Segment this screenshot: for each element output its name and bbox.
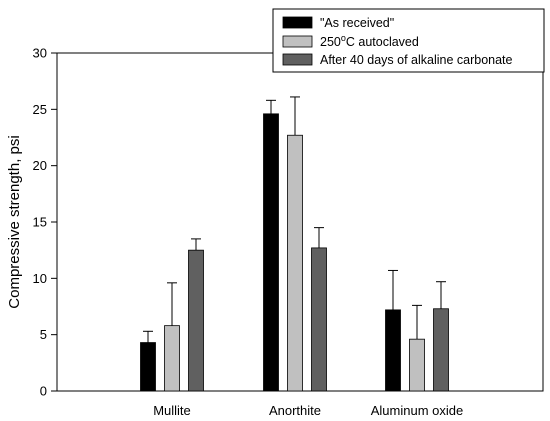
bar (311, 247, 327, 392)
bar (409, 338, 425, 392)
legend-label-autoclaved: 250oC autoclaved (320, 33, 419, 49)
bar (433, 308, 449, 392)
legend-label-autoclaved-base: 250 (320, 35, 341, 49)
bars (140, 96, 449, 392)
y-tick-label: 15 (33, 215, 47, 230)
x-category-label: Mullite (153, 403, 191, 418)
legend-swatch-as-received (282, 16, 313, 29)
legend-label-autoclaved-rest: C autoclaved (346, 35, 419, 49)
legend-label-alkaline-carbonate: After 40 days of alkaline carbonate (320, 53, 513, 67)
y-tick-label: 10 (33, 271, 47, 286)
y-ticks: 0 5 10 15 20 25 30 (33, 46, 57, 399)
y-axis-title: Compressive strength, psi (6, 135, 23, 308)
bar (287, 134, 303, 392)
bar (164, 325, 180, 392)
y-tick-label: 5 (40, 327, 47, 342)
legend-box (272, 8, 545, 73)
x-category-label: Anorthite (269, 403, 321, 418)
y-tick-label: 0 (40, 384, 47, 399)
legend-swatch-alkaline-carbonate (282, 53, 313, 66)
y-tick-label: 30 (33, 46, 47, 61)
bar (263, 113, 279, 392)
y-tick-label: 25 (33, 102, 47, 117)
x-category-labels: Mullite Anorthite Aluminum oxide (153, 403, 463, 418)
legend: "As received" 250oC autoclaved After 40 … (272, 8, 545, 73)
legend-label-autoclaved-sup: o (341, 33, 346, 43)
legend-swatch-autoclaved (282, 35, 313, 48)
bar (188, 249, 204, 392)
y-tick-label: 20 (33, 158, 47, 173)
bar (140, 342, 156, 392)
bar (385, 309, 401, 392)
x-category-label: Aluminum oxide (371, 403, 464, 418)
legend-label-as-received: "As received" (320, 16, 394, 30)
